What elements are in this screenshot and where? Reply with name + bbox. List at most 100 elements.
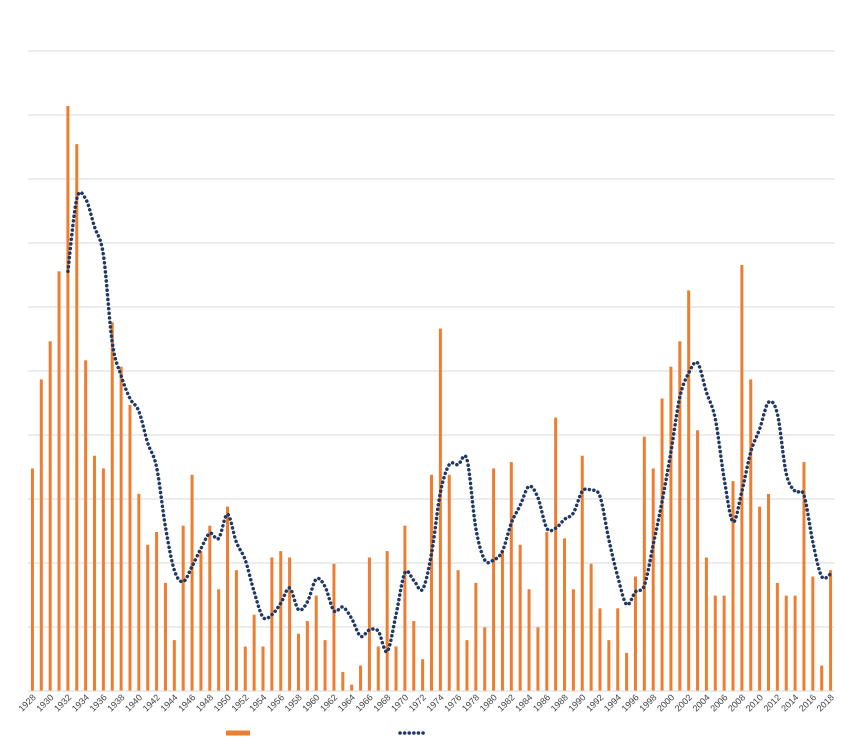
bar-1981 bbox=[500, 551, 504, 691]
x-tick-label: 1934 bbox=[70, 692, 91, 713]
bar-1972 bbox=[421, 659, 425, 691]
bar-1956 bbox=[279, 551, 283, 691]
x-tick-label: 1992 bbox=[584, 692, 605, 713]
bar-series bbox=[30, 106, 833, 691]
moving-average-series bbox=[66, 190, 833, 654]
x-tick-label: 1982 bbox=[495, 692, 516, 713]
bar-1959 bbox=[305, 621, 309, 691]
x-tick-label: 1990 bbox=[566, 692, 587, 713]
bar-1932 bbox=[66, 106, 70, 691]
bar-1990 bbox=[580, 455, 584, 691]
x-tick-label: 2000 bbox=[655, 692, 676, 713]
bar-1978 bbox=[474, 582, 478, 691]
bar-1948 bbox=[208, 525, 212, 691]
x-tick-label: 1936 bbox=[88, 692, 109, 713]
x-tick-label: 1946 bbox=[176, 692, 197, 713]
bar-1929 bbox=[39, 379, 43, 691]
bar-1971 bbox=[412, 621, 416, 691]
bar-1996 bbox=[633, 576, 637, 691]
bar-1955 bbox=[270, 557, 274, 691]
bar-1994 bbox=[616, 608, 620, 691]
bar-1961 bbox=[323, 640, 327, 691]
x-tick-label: 1932 bbox=[52, 692, 73, 713]
bar-1980 bbox=[492, 468, 496, 691]
x-tick-label: 2018 bbox=[815, 692, 836, 713]
bar-2010 bbox=[758, 506, 762, 691]
bar-2012 bbox=[775, 582, 779, 691]
x-tick-label: 1948 bbox=[194, 692, 215, 713]
bar-2002 bbox=[687, 290, 691, 691]
bar-1949 bbox=[217, 589, 221, 691]
x-tick-label: 1960 bbox=[300, 692, 321, 713]
x-tick-label: 1978 bbox=[460, 692, 481, 713]
x-tick-label: 1964 bbox=[336, 692, 357, 713]
x-tick-label: 2012 bbox=[762, 692, 783, 713]
bar-1977 bbox=[465, 640, 469, 691]
x-tick-label: 1994 bbox=[602, 692, 623, 713]
bar-1965 bbox=[359, 665, 363, 691]
bar-1983 bbox=[518, 544, 522, 691]
bar-1945 bbox=[181, 525, 185, 691]
bar-2008 bbox=[740, 264, 744, 691]
x-tick-label: 1930 bbox=[34, 692, 55, 713]
bar-1964 bbox=[350, 684, 354, 691]
bar-1974 bbox=[438, 328, 442, 691]
bar-1989 bbox=[571, 589, 575, 691]
x-tick-label: 1962 bbox=[318, 692, 339, 713]
x-tick-labels: 1928193019321934193619381940194219441946… bbox=[17, 692, 836, 713]
bar-2017 bbox=[820, 665, 824, 691]
bar-1931 bbox=[57, 271, 61, 691]
bar-1984 bbox=[527, 589, 531, 691]
x-tick-label: 2014 bbox=[779, 692, 800, 713]
bar-1939 bbox=[128, 404, 132, 691]
bar-1998 bbox=[651, 468, 655, 691]
bar-2000 bbox=[669, 366, 673, 691]
bar-1928 bbox=[30, 468, 34, 691]
bar-1988 bbox=[563, 538, 567, 691]
x-tick-label: 2016 bbox=[797, 692, 818, 713]
x-tick-label: 1958 bbox=[283, 692, 304, 713]
x-tick-label: 1980 bbox=[478, 692, 499, 713]
bar-1935 bbox=[93, 455, 97, 691]
x-tick-label: 1976 bbox=[442, 692, 463, 713]
bar-1933 bbox=[75, 144, 79, 691]
bar-1979 bbox=[483, 627, 487, 691]
bar-2006 bbox=[722, 595, 726, 691]
bar-2003 bbox=[696, 430, 700, 691]
bar-1958 bbox=[296, 633, 300, 691]
bar-2013 bbox=[784, 595, 788, 691]
x-tick-label: 1998 bbox=[637, 692, 658, 713]
bar-1954 bbox=[261, 646, 265, 691]
bar-2018 bbox=[829, 570, 833, 691]
x-tick-label: 1972 bbox=[407, 692, 428, 713]
bar-1937 bbox=[110, 322, 114, 691]
bar-1963 bbox=[341, 671, 345, 691]
x-tick-label: 2010 bbox=[744, 692, 765, 713]
bar-1944 bbox=[172, 640, 176, 691]
bar-1957 bbox=[288, 557, 292, 691]
bar-2004 bbox=[704, 557, 708, 691]
bar-2009 bbox=[749, 379, 753, 691]
x-tick-label: 1954 bbox=[247, 692, 268, 713]
x-tick-label: 2008 bbox=[726, 692, 747, 713]
bar-1960 bbox=[314, 595, 318, 691]
x-tick-label: 2004 bbox=[691, 692, 712, 713]
bar-1982 bbox=[509, 462, 513, 691]
bar-1936 bbox=[101, 468, 105, 691]
x-tick-label: 1988 bbox=[549, 692, 570, 713]
x-tick-label: 1950 bbox=[212, 692, 233, 713]
x-tick-label: 1942 bbox=[141, 692, 162, 713]
moving-average-line bbox=[66, 190, 833, 654]
x-tick-label: 1970 bbox=[389, 692, 410, 713]
x-tick-label: 1952 bbox=[229, 692, 250, 713]
x-tick-label: 1928 bbox=[17, 692, 38, 713]
x-tick-label: 1984 bbox=[513, 692, 534, 713]
bar-1938 bbox=[119, 366, 123, 691]
bar-2016 bbox=[811, 576, 815, 691]
bar-1995 bbox=[625, 652, 629, 691]
x-tick-label: 1996 bbox=[620, 692, 641, 713]
bar-2011 bbox=[766, 493, 770, 691]
bar-1997 bbox=[642, 436, 646, 691]
x-tick-label: 1944 bbox=[158, 692, 179, 713]
